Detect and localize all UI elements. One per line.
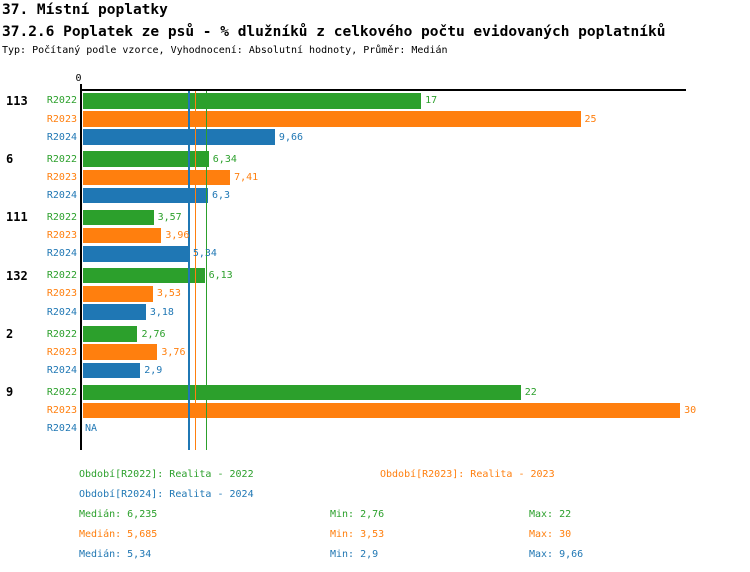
bar-value-label: 17 [425, 95, 438, 107]
group-label: 111 [6, 210, 28, 225]
bar [82, 169, 231, 186]
legend-min-stat: Min: 2,9 [330, 548, 379, 560]
series-label: R2024 [46, 131, 77, 143]
bar [82, 304, 146, 320]
series-label: R2023 [46, 405, 77, 416]
page-subtitle: 37.2.6 Poplatek ze psů - % dlužníků z ce… [2, 24, 666, 40]
bar-value-label: 6,13 [208, 270, 233, 282]
legend-max-stat: Max: 22 [529, 508, 572, 520]
bar-value-label: 2,9 [144, 364, 163, 376]
series-label: R2024 [46, 190, 77, 201]
bar-value-label: 22 [524, 386, 537, 398]
group-label: 132 [6, 268, 28, 283]
bar [82, 187, 208, 204]
legend-period-label: Období[R2022]: Realita - 2022 [79, 468, 254, 480]
median-line [195, 90, 197, 450]
series-label: R2023 [46, 113, 77, 125]
bar [82, 151, 209, 167]
page-title: 37. Místní poplatky [2, 2, 168, 18]
page-meta: Typ: Počítaný podle vzorce, Vyhodnocení:… [2, 45, 448, 56]
median-line [206, 90, 208, 450]
bar [82, 93, 422, 109]
bar-value-label: 3,57 [157, 211, 182, 223]
bar-value-label: 3,53 [156, 288, 181, 300]
series-label: R2022 [46, 211, 77, 223]
series-label: R2024 [46, 364, 77, 376]
series-label: R2022 [46, 153, 77, 165]
bar [82, 267, 205, 284]
bar-value-label: NA [85, 423, 98, 435]
bar [82, 384, 521, 401]
bar [82, 402, 681, 419]
bar-value-label: 2,76 [141, 328, 166, 340]
bar [82, 209, 154, 226]
x-axis-line [82, 89, 686, 91]
series-label: R2023 [46, 346, 77, 358]
bar [82, 344, 158, 360]
bar [82, 246, 189, 262]
group-label: 2 [6, 327, 14, 341]
series-label: R2023 [46, 288, 77, 300]
series-label: R2024 [46, 423, 77, 435]
bar-value-label: 5,34 [192, 248, 217, 260]
legend-median-stat: Medián: 6,235 [79, 508, 158, 520]
median-line [188, 90, 190, 450]
bar-chart: 0 113 R2022 17 R2023 25 R2024 9,66 6 R2022 6,34 R2… [6, 73, 697, 450]
legend-min-stat: Min: 3,53 [330, 528, 385, 540]
series-label: R2022 [46, 328, 77, 340]
bar-value-label: 25 [584, 113, 597, 125]
bar [82, 129, 275, 145]
bar-value-label: 3,18 [149, 306, 174, 318]
series-label: R2024 [46, 248, 77, 260]
group-label: 6 [6, 152, 14, 167]
bar-value-label: 7,41 [234, 171, 259, 183]
bar-value-label: 30 [684, 405, 697, 416]
group-label: 113 [6, 93, 28, 108]
series-label: R2022 [46, 95, 77, 107]
bar [82, 362, 141, 379]
series-label: R2022 [46, 386, 77, 398]
legend-median-stat: Medián: 5,685 [79, 528, 158, 540]
bar [82, 326, 138, 342]
y-axis-line [79, 84, 82, 450]
series-label: R2022 [46, 270, 77, 282]
bar [82, 227, 162, 244]
bar-value-label: 6,34 [212, 153, 237, 165]
bar-value-label: 6,3 [211, 190, 231, 201]
legend-period-label: Období[R2024]: Realita - 2024 [79, 488, 254, 500]
legend-period-label: Období[R2023]: Realita - 2023 [380, 468, 555, 480]
bar [82, 111, 581, 127]
group-label: 9 [6, 385, 14, 400]
bar-value-label: 3,96 [165, 230, 190, 242]
axis-zero-label: 0 [75, 73, 82, 84]
series-label: R2023 [46, 171, 77, 183]
legend-max-stat: Max: 9,66 [529, 548, 584, 560]
legend-max-stat: Max: 30 [529, 528, 572, 540]
legend-min-stat: Min: 2,76 [330, 508, 385, 520]
series-label: R2024 [46, 306, 77, 318]
legend-median-stat: Medián: 5,34 [79, 548, 152, 560]
bar-value-label: 9,66 [278, 131, 304, 143]
series-label: R2023 [46, 230, 77, 242]
bar-value-label: 3,76 [161, 346, 186, 358]
bar [82, 286, 153, 302]
